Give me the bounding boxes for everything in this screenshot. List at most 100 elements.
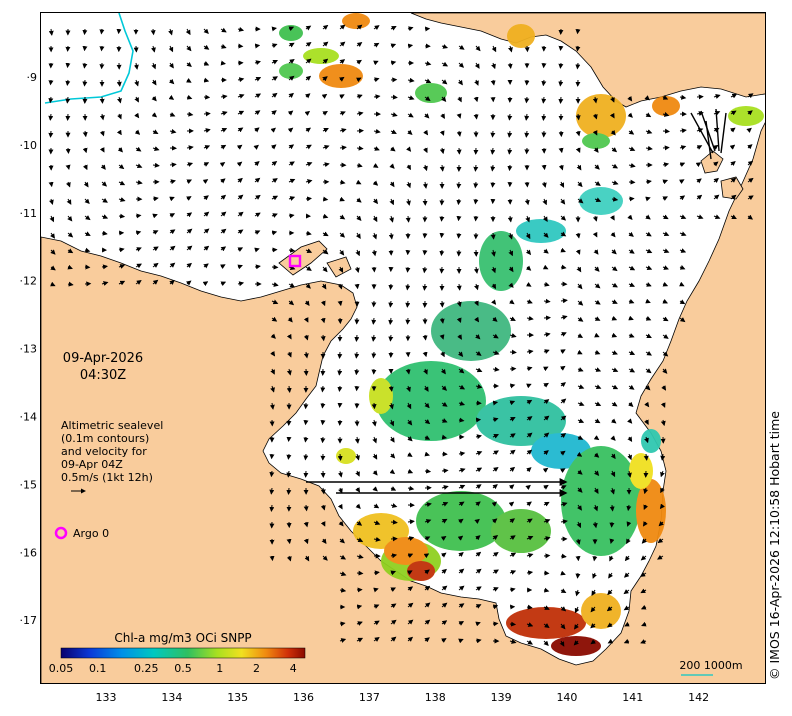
velocity-arrow xyxy=(337,351,343,359)
velocity-arrow xyxy=(645,282,652,287)
velocity-arrow xyxy=(439,249,445,257)
velocity-arrow xyxy=(747,177,754,183)
velocity-arrow xyxy=(575,232,581,239)
velocity-arrow xyxy=(610,435,616,441)
velocity-arrow xyxy=(424,585,431,591)
velocity-arrow xyxy=(288,265,296,270)
velocity-arrow xyxy=(509,349,517,355)
velocity-arrow xyxy=(50,281,56,287)
velocity-arrow xyxy=(373,146,380,151)
velocity-arrow xyxy=(507,164,513,172)
velocity-arrow xyxy=(169,245,176,251)
velocity-arrow xyxy=(526,399,533,405)
velocity-arrow xyxy=(288,161,295,167)
velocity-arrow xyxy=(407,570,413,576)
velocity-arrow xyxy=(372,453,378,460)
velocity-arrow xyxy=(356,41,363,48)
velocity-arrow xyxy=(337,470,343,478)
velocity-arrow xyxy=(541,79,547,87)
velocity-arrow xyxy=(390,503,398,508)
velocity-arrow xyxy=(270,350,276,357)
velocity-arrow xyxy=(490,130,496,138)
velocity-arrow xyxy=(509,417,516,422)
velocity-arrow xyxy=(389,181,395,188)
velocity-arrow xyxy=(67,232,74,238)
velocity-arrow xyxy=(559,468,566,473)
velocity-arrow xyxy=(322,266,328,273)
velocity-arrow xyxy=(730,127,736,133)
velocity-arrow xyxy=(439,266,445,274)
velocity-arrow xyxy=(542,467,549,473)
velocity-arrow xyxy=(628,384,635,390)
velocity-arrow xyxy=(152,213,158,219)
velocity-arrow xyxy=(491,283,497,290)
velocity-arrow xyxy=(458,351,464,357)
velocity-arrow xyxy=(491,299,497,305)
velocity-arrow xyxy=(643,453,649,461)
velocity-arrow xyxy=(525,232,531,240)
velocity-arrow xyxy=(99,130,105,137)
velocity-arrow xyxy=(590,623,596,629)
velocity-arrow xyxy=(321,283,327,290)
velocity-arrow xyxy=(558,96,564,104)
velocity-arrow xyxy=(338,487,343,494)
velocity-arrow xyxy=(203,77,210,83)
velocity-arrow xyxy=(99,45,105,52)
velocity-arrow xyxy=(269,504,275,512)
velocity-arrow xyxy=(287,110,294,116)
velocity-arrow xyxy=(82,45,88,52)
velocity-arrow xyxy=(747,214,754,220)
argo-float-marker[interactable] xyxy=(288,254,302,268)
velocity-arrow xyxy=(611,332,618,338)
velocity-arrow xyxy=(407,619,414,625)
velocity-arrow xyxy=(730,214,737,220)
velocity-arrow xyxy=(254,43,261,49)
velocity-arrow xyxy=(65,79,71,86)
velocity-arrow xyxy=(526,299,533,304)
velocity-arrow xyxy=(151,45,156,53)
velocity-arrow xyxy=(101,281,109,286)
velocity-arrow xyxy=(508,484,515,490)
velocity-arrow xyxy=(492,621,499,627)
velocity-arrow xyxy=(372,436,378,444)
velocity-arrow xyxy=(424,419,431,425)
velocity-arrow xyxy=(456,130,462,137)
velocity-arrow xyxy=(560,570,566,576)
velocity-arrow xyxy=(492,400,499,406)
velocity-arrow xyxy=(610,470,616,478)
velocity-arrow xyxy=(475,551,482,557)
velocity-arrow xyxy=(491,62,496,70)
velocity-arrow xyxy=(373,94,381,100)
velocity-arrow xyxy=(558,147,564,154)
velocity-arrow xyxy=(135,163,143,169)
colorbar-tick-label: 4 xyxy=(290,662,297,675)
velocity-arrow xyxy=(99,96,105,104)
velocity-arrow xyxy=(202,179,209,185)
velocity-arrow xyxy=(475,484,482,490)
velocity-arrow xyxy=(287,127,294,133)
velocity-arrow xyxy=(492,587,499,592)
velocity-arrow xyxy=(662,368,668,374)
velocity-arrow xyxy=(339,111,346,116)
velocity-arrow xyxy=(542,198,548,206)
velocity-arrow xyxy=(441,638,447,643)
velocity-arrow xyxy=(509,466,516,472)
map-frame[interactable]: 09-Apr-2026 04:30Z Altimetric sealevel (… xyxy=(40,12,766,684)
velocity-arrow xyxy=(560,588,567,593)
velocity-arrow xyxy=(574,606,580,614)
velocity-arrow xyxy=(543,399,550,405)
velocity-arrow xyxy=(405,215,411,223)
velocity-arrow xyxy=(526,315,534,321)
velocity-arrow xyxy=(84,198,90,205)
velocity-arrow xyxy=(643,504,649,511)
velocity-arrow xyxy=(661,385,667,391)
velocity-arrow xyxy=(439,130,445,136)
velocity-arrow xyxy=(543,332,551,338)
velocity-arrow xyxy=(407,536,415,541)
velocity-arrow xyxy=(407,586,414,592)
velocity-arrow xyxy=(356,215,362,221)
velocity-arrow xyxy=(118,197,126,202)
lat-tick-label: ·13 xyxy=(20,343,38,356)
velocity-arrow xyxy=(270,333,276,339)
velocity-arrow xyxy=(456,283,462,291)
